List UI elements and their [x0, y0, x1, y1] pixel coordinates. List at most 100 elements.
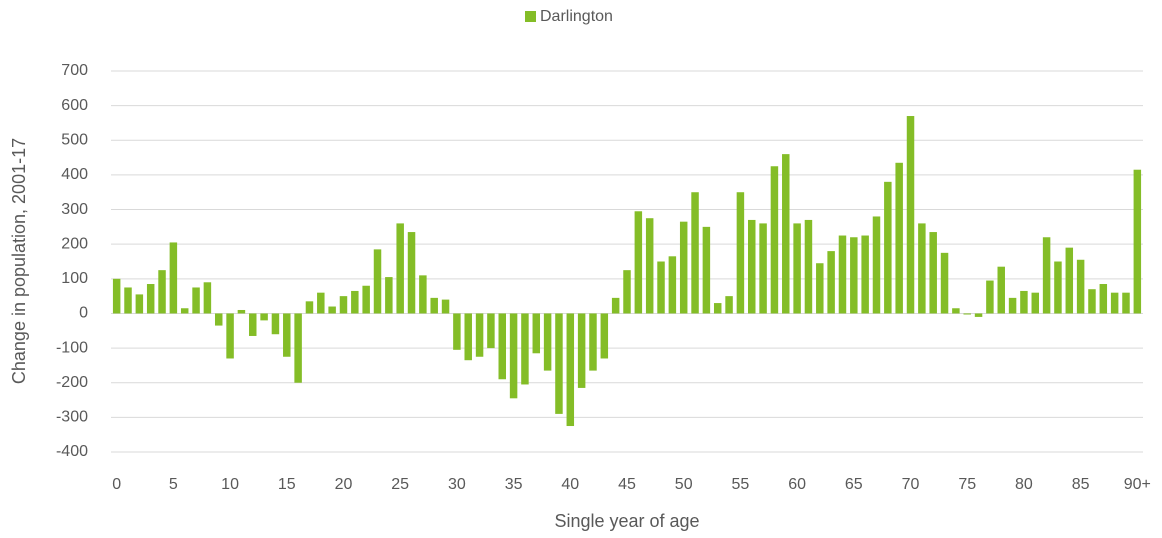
- bar: [294, 313, 302, 383]
- bar: [407, 232, 416, 314]
- bar: [532, 313, 541, 354]
- bar: [838, 235, 847, 314]
- bar: [419, 275, 427, 314]
- bar: [906, 116, 915, 314]
- bar: [918, 223, 926, 314]
- y-tick-label: -300: [56, 409, 88, 426]
- x-tick-label: 10: [221, 476, 239, 493]
- y-tick-label: 700: [61, 62, 88, 79]
- bar: [112, 278, 121, 314]
- bar: [362, 285, 370, 314]
- y-tick-label: 0: [79, 305, 88, 322]
- bar: [509, 313, 518, 399]
- bar: [1099, 284, 1108, 314]
- bar: [577, 313, 586, 388]
- bar: [1054, 261, 1062, 314]
- bar: [759, 223, 767, 314]
- y-tick-label: 500: [61, 131, 88, 148]
- bar: [521, 313, 529, 385]
- bar: [623, 270, 631, 314]
- bar: [1133, 169, 1142, 314]
- y-tick-label: 600: [61, 97, 88, 114]
- y-tick-label: 200: [61, 235, 88, 252]
- x-tick-label: 85: [1072, 476, 1090, 493]
- bar: [124, 287, 132, 314]
- bar: [1008, 297, 1017, 314]
- x-tick-label: 75: [958, 476, 976, 493]
- bar: [782, 154, 790, 314]
- bar: [940, 252, 949, 314]
- bar: [634, 211, 643, 314]
- bar: [373, 249, 382, 314]
- bar: [1122, 292, 1130, 314]
- bar: [328, 306, 336, 314]
- bar: [770, 166, 779, 314]
- bar: [226, 313, 234, 359]
- bar: [600, 313, 609, 359]
- y-tick-label: -400: [56, 443, 88, 460]
- bar: [453, 313, 461, 350]
- y-tick-label: 100: [61, 270, 88, 287]
- x-tick-label: 90+: [1124, 476, 1151, 493]
- bar: [305, 301, 314, 314]
- bar: [929, 232, 937, 314]
- bar: [396, 223, 404, 314]
- bar: [725, 296, 733, 314]
- bar: [214, 313, 223, 326]
- legend-swatch: [525, 11, 536, 22]
- bar: [589, 313, 597, 371]
- bar: [498, 313, 506, 380]
- bar: [850, 237, 858, 314]
- bar: [1088, 289, 1096, 314]
- bar: [283, 313, 291, 357]
- bar: [611, 297, 620, 314]
- bar: [271, 313, 280, 335]
- bar: [872, 216, 881, 314]
- y-tick-label: -100: [56, 339, 88, 356]
- bar: [487, 313, 495, 349]
- x-tick-label: 5: [169, 476, 178, 493]
- bar: [895, 162, 903, 314]
- bar: [668, 256, 677, 314]
- bar: [146, 284, 155, 314]
- x-tick-label: 40: [561, 476, 579, 493]
- bar: [249, 313, 257, 336]
- bar: [260, 313, 268, 321]
- bar: [464, 313, 472, 361]
- bar: [691, 192, 699, 314]
- x-tick-label: 65: [845, 476, 863, 493]
- bar: [816, 263, 824, 314]
- x-tick-label: 55: [732, 476, 750, 493]
- x-tick-label: 20: [335, 476, 353, 493]
- x-tick-label: 15: [278, 476, 296, 493]
- bar: [441, 299, 450, 314]
- bar: [543, 313, 552, 371]
- x-tick-label: 25: [391, 476, 409, 493]
- bar: [192, 287, 200, 314]
- x-tick-label: 30: [448, 476, 466, 493]
- x-tick-label: 70: [902, 476, 920, 493]
- bar: [963, 313, 971, 315]
- bar: [158, 270, 166, 314]
- bar: [169, 242, 178, 314]
- bar: [702, 226, 711, 314]
- y-tick-label: 400: [61, 166, 88, 183]
- bar: [1065, 247, 1074, 314]
- bar: [748, 219, 756, 314]
- bar: [475, 313, 484, 357]
- bar: [351, 290, 359, 314]
- bar: [997, 266, 1005, 314]
- bar: [713, 303, 722, 314]
- x-tick-label: 50: [675, 476, 693, 493]
- x-tick-label: 45: [618, 476, 636, 493]
- x-tick-label: 35: [505, 476, 523, 493]
- bar: [657, 261, 665, 314]
- bar: [884, 181, 892, 314]
- bar: [339, 296, 348, 314]
- bar: [317, 292, 325, 314]
- bar: [1020, 290, 1028, 314]
- bar: [237, 309, 246, 314]
- y-tick-label: 300: [61, 201, 88, 218]
- bar: [1076, 259, 1085, 314]
